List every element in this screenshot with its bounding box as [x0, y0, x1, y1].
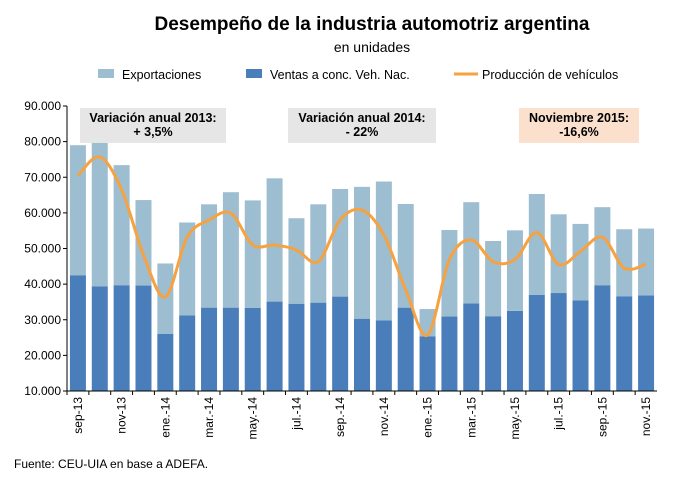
bar	[528, 294, 545, 391]
annotation-box	[288, 108, 436, 143]
bar	[91, 133, 108, 287]
legend-swatch	[246, 69, 262, 78]
bar	[69, 275, 86, 391]
chart-title: Desempeño de la industria automotriz arg…	[155, 14, 590, 35]
y-tick-label: 40.000	[24, 277, 61, 291]
bar	[266, 178, 283, 302]
x-tick-label: sep.-14	[333, 397, 347, 437]
bar	[485, 241, 502, 317]
bar	[463, 202, 480, 304]
bar	[244, 200, 261, 308]
x-tick-label: may.-14	[246, 397, 260, 440]
bar	[157, 334, 174, 391]
bar	[135, 285, 152, 391]
legend-label: Exportaciones	[122, 68, 201, 82]
line	[76, 155, 647, 337]
bar	[113, 285, 130, 391]
bar	[485, 316, 502, 391]
bar	[572, 223, 589, 301]
x-tick-label: ene.-14	[158, 397, 172, 438]
bar	[375, 181, 392, 321]
annotation-text: Noviembre 2015:	[529, 111, 629, 125]
annotation-text: -16,6%	[559, 125, 599, 139]
annotation-box	[519, 108, 639, 143]
bar	[572, 300, 589, 391]
bar	[332, 296, 349, 391]
bar	[506, 230, 523, 311]
source: Fuente: CEU-UIA en base a ADEFA.	[14, 457, 208, 471]
bar	[201, 307, 218, 391]
x-tick-label: nov.-14	[377, 397, 391, 436]
x-tick-label: ene.-15	[421, 397, 435, 438]
chart-subtitle: en unidades	[334, 39, 410, 55]
bar	[244, 307, 261, 391]
bar	[113, 165, 130, 286]
bar	[550, 214, 567, 294]
bar	[397, 307, 414, 391]
bar	[441, 316, 458, 391]
x-tick-label: mar.-14	[202, 397, 216, 438]
x-tick-label: jul.-15	[552, 397, 566, 431]
bar	[638, 295, 655, 391]
x-tick-label: mar.-15	[464, 397, 478, 438]
bar	[528, 193, 545, 295]
annotation-text: Variación anual 2014:	[298, 111, 425, 125]
y-tick-label: 50.000	[24, 242, 61, 256]
y-tick-label: 70.000	[24, 170, 61, 184]
bar	[594, 207, 611, 286]
x-tick-label: may.-15	[508, 397, 522, 440]
y-tick-label: 80.000	[24, 135, 61, 149]
bar	[266, 301, 283, 391]
bar	[222, 192, 239, 308]
bar	[594, 285, 611, 391]
bar	[616, 229, 633, 297]
bar	[310, 204, 327, 303]
y-tick-label: 60.000	[24, 206, 61, 220]
x-tick-label: jul.-14	[289, 397, 303, 431]
bar	[332, 189, 349, 297]
annotation-box	[80, 108, 226, 143]
x-tick-label: nov-13	[115, 397, 129, 434]
bar	[550, 293, 567, 391]
bar	[419, 336, 436, 391]
legend-label: Producción de vehículos	[482, 68, 618, 82]
annotation-text: + 3,5%	[133, 125, 172, 139]
bar	[354, 318, 370, 391]
bar	[179, 315, 196, 391]
y-tick-label: 10.000	[24, 384, 61, 398]
annotation-text: Variación anual 2013:	[89, 111, 216, 125]
y-tick-label: 90.000	[24, 99, 61, 113]
bar	[288, 218, 305, 304]
bar	[310, 302, 327, 391]
x-tick-label: sep.-15	[595, 397, 609, 437]
bar	[69, 145, 86, 276]
bar	[616, 296, 633, 391]
bar	[288, 303, 305, 391]
y-tick-label: 20.000	[24, 348, 61, 362]
bar	[91, 286, 108, 391]
bar	[157, 263, 174, 334]
bar	[375, 320, 392, 391]
legend-swatch	[98, 69, 114, 78]
bar	[201, 204, 218, 308]
bar	[354, 186, 370, 319]
bar	[506, 310, 523, 391]
x-tick-label: sep-13	[71, 397, 85, 434]
annotation-text: - 22%	[346, 125, 379, 139]
x-tick-label: nov.-15	[639, 397, 653, 436]
bar	[463, 303, 480, 391]
bar	[222, 307, 239, 391]
legend-label: Ventas a conc. Veh. Nac.	[270, 68, 410, 82]
bar	[638, 228, 655, 296]
y-tick-label: 30.000	[24, 313, 61, 327]
